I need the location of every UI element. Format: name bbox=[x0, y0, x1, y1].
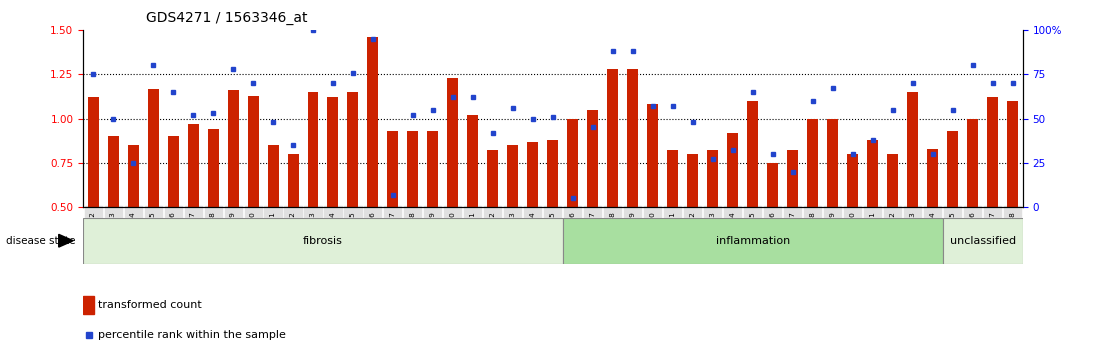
Bar bbox=[328, 97, 338, 207]
Bar bbox=[368, 37, 379, 207]
Text: disease state: disease state bbox=[6, 236, 75, 246]
Bar bbox=[107, 136, 119, 207]
Bar bbox=[287, 154, 298, 207]
Bar bbox=[488, 150, 499, 207]
Bar bbox=[868, 140, 879, 207]
Bar bbox=[607, 69, 618, 207]
Bar bbox=[627, 69, 638, 207]
Bar bbox=[707, 150, 718, 207]
Bar bbox=[967, 119, 978, 207]
Text: transformed count: transformed count bbox=[98, 300, 202, 310]
Text: GDS4271 / 1563346_at: GDS4271 / 1563346_at bbox=[146, 11, 308, 25]
Bar bbox=[987, 97, 998, 207]
Text: inflammation: inflammation bbox=[716, 236, 790, 246]
Bar bbox=[647, 104, 658, 207]
Bar bbox=[308, 92, 318, 207]
Bar bbox=[207, 129, 218, 207]
Bar bbox=[563, 218, 943, 264]
Bar bbox=[428, 131, 439, 207]
Bar bbox=[348, 92, 359, 207]
Bar bbox=[727, 133, 738, 207]
Bar bbox=[507, 145, 519, 207]
Bar bbox=[227, 90, 238, 207]
Bar bbox=[1007, 101, 1018, 207]
Bar bbox=[127, 145, 138, 207]
Text: unclassified: unclassified bbox=[950, 236, 1016, 246]
Bar bbox=[247, 96, 258, 207]
Bar bbox=[567, 119, 578, 207]
Bar bbox=[167, 136, 178, 207]
Bar bbox=[88, 97, 99, 207]
Bar bbox=[788, 150, 798, 207]
Bar bbox=[687, 154, 698, 207]
Bar bbox=[587, 110, 598, 207]
Bar bbox=[888, 154, 899, 207]
Text: percentile rank within the sample: percentile rank within the sample bbox=[98, 330, 286, 340]
Bar bbox=[828, 119, 839, 207]
Bar bbox=[808, 119, 819, 207]
Bar bbox=[527, 142, 538, 207]
Bar bbox=[667, 150, 678, 207]
Bar bbox=[388, 131, 399, 207]
Bar bbox=[448, 78, 459, 207]
Bar bbox=[408, 131, 419, 207]
Bar bbox=[747, 101, 758, 207]
Bar bbox=[83, 218, 563, 264]
Bar bbox=[147, 88, 158, 207]
Bar bbox=[943, 218, 1023, 264]
Bar bbox=[468, 115, 479, 207]
Bar bbox=[83, 296, 94, 314]
Bar bbox=[547, 140, 558, 207]
Bar bbox=[947, 131, 958, 207]
Bar bbox=[848, 154, 859, 207]
Bar bbox=[187, 124, 198, 207]
Bar bbox=[768, 163, 778, 207]
Bar bbox=[907, 92, 919, 207]
Bar bbox=[927, 149, 938, 207]
Bar bbox=[267, 145, 278, 207]
Text: fibrosis: fibrosis bbox=[304, 236, 343, 246]
